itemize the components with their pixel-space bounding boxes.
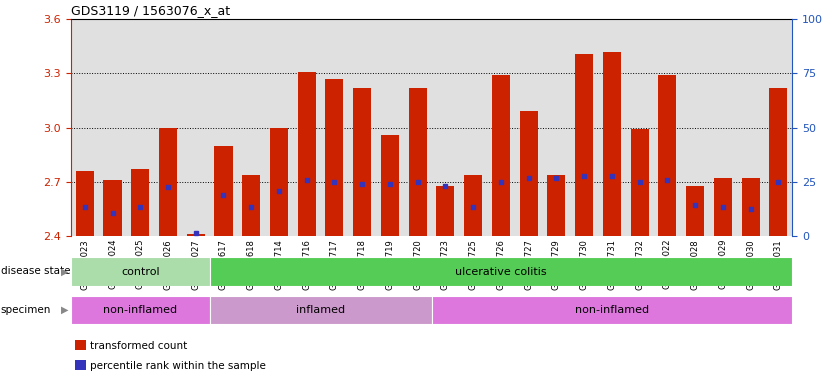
Bar bbox=[71, 296, 209, 324]
Bar bbox=[603, 52, 621, 236]
Bar bbox=[209, 296, 432, 324]
Bar bbox=[436, 185, 455, 236]
Text: non-inflamed: non-inflamed bbox=[103, 305, 178, 315]
Bar bbox=[658, 75, 676, 236]
Bar bbox=[76, 171, 93, 236]
Bar bbox=[770, 88, 787, 236]
Text: control: control bbox=[121, 266, 159, 277]
Text: specimen: specimen bbox=[1, 305, 51, 315]
Text: transformed count: transformed count bbox=[90, 341, 188, 351]
Bar bbox=[187, 234, 205, 236]
Bar bbox=[520, 111, 538, 236]
Bar bbox=[409, 88, 427, 236]
Text: ▶: ▶ bbox=[61, 305, 68, 315]
Bar bbox=[298, 72, 316, 236]
Bar bbox=[547, 175, 565, 236]
Bar bbox=[714, 178, 732, 236]
Text: ulcerative colitis: ulcerative colitis bbox=[455, 266, 547, 277]
Bar bbox=[381, 135, 399, 236]
Bar bbox=[242, 175, 260, 236]
Text: inflamed: inflamed bbox=[296, 305, 345, 315]
Bar bbox=[270, 127, 288, 236]
Bar bbox=[71, 257, 209, 286]
Bar bbox=[103, 180, 122, 236]
Text: GDS3119 / 1563076_x_at: GDS3119 / 1563076_x_at bbox=[71, 3, 230, 17]
Bar bbox=[131, 169, 149, 236]
Bar bbox=[354, 88, 371, 236]
Text: ▶: ▶ bbox=[61, 266, 68, 276]
Bar bbox=[432, 296, 792, 324]
Text: non-inflamed: non-inflamed bbox=[575, 305, 649, 315]
Bar bbox=[575, 53, 593, 236]
Bar bbox=[214, 146, 233, 236]
Bar bbox=[209, 257, 792, 286]
Bar bbox=[631, 129, 649, 236]
Bar bbox=[741, 178, 760, 236]
Bar bbox=[686, 185, 704, 236]
Bar bbox=[465, 175, 482, 236]
Bar bbox=[492, 75, 510, 236]
Bar bbox=[159, 127, 177, 236]
Text: disease state: disease state bbox=[1, 266, 70, 276]
Text: percentile rank within the sample: percentile rank within the sample bbox=[90, 361, 266, 371]
Bar bbox=[325, 79, 344, 236]
